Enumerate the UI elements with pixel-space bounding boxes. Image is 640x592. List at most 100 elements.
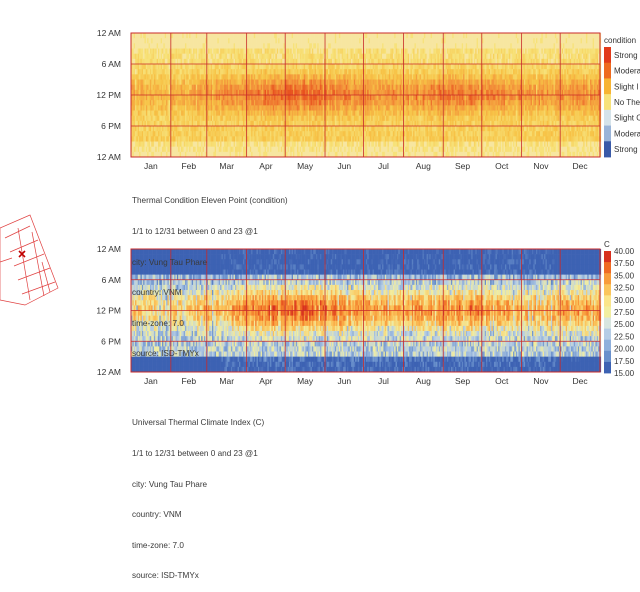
- heatmap-cell: [217, 95, 220, 101]
- heatmap-cell: [383, 110, 386, 116]
- heatmap-cell: [143, 115, 145, 122]
- heatmap-cell: [252, 141, 255, 147]
- heatmap-cell: [332, 53, 334, 60]
- heatmap-cell: [136, 146, 139, 153]
- heatmap-cell: [298, 74, 301, 80]
- heatmap-cell: [209, 58, 211, 65]
- heatmap-cell: [186, 136, 188, 142]
- heatmap-cell: [145, 84, 148, 91]
- heatmap-cell: [372, 126, 375, 132]
- heatmap-cell: [229, 126, 232, 132]
- heatmap-cell: [315, 146, 318, 153]
- heatmap-cell: [341, 95, 344, 101]
- heatmap-cell: [380, 105, 383, 111]
- heatmap-cell: [178, 126, 180, 132]
- heatmap-cell: [332, 95, 334, 101]
- heatmap-cell: [233, 110, 236, 116]
- heatmap-cell: [237, 38, 240, 44]
- heatmap-cell: [357, 95, 360, 101]
- heatmap-cell: [386, 95, 388, 101]
- heatmap-cell: [164, 146, 167, 153]
- heatmap-cell: [252, 69, 255, 75]
- heatmap-cell: [189, 136, 191, 142]
- heatmap-cell: [391, 69, 394, 75]
- heatmap-cell: [236, 53, 238, 60]
- heatmap-cell: [191, 146, 194, 153]
- heatmap-cell: [398, 33, 400, 39]
- heatmap-cell: [185, 100, 187, 106]
- heatmap-cell: [158, 38, 160, 44]
- heatmap-cell: [187, 43, 190, 49]
- heatmap-cell: [240, 33, 242, 39]
- heatmap-cell: [365, 48, 368, 54]
- heatmap-cell: [171, 95, 174, 101]
- heatmap-cell: [166, 64, 168, 70]
- heatmap-cell: [363, 146, 365, 153]
- heatmap-cell: [143, 79, 145, 85]
- heatmap-cell: [257, 58, 260, 65]
- heatmap-cell: [244, 131, 247, 137]
- heatmap-cell: [283, 110, 286, 116]
- heatmap-cell: [372, 74, 375, 80]
- heatmap-cell: [353, 146, 356, 153]
- heatmap-cell: [209, 53, 211, 60]
- heatmap-cell: [288, 69, 291, 75]
- heatmap-cell: [199, 89, 202, 96]
- heatmap-cell: [236, 38, 238, 44]
- heatmap-cell: [286, 105, 288, 111]
- heatmap-cell: [360, 105, 363, 111]
- heatmap-cell: [288, 95, 291, 101]
- heatmap-cell: [367, 115, 369, 122]
- heatmap-cell: [294, 120, 296, 127]
- heatmap-cell: [183, 136, 186, 142]
- heatmap-cell: [162, 89, 164, 96]
- heatmap-cell: [320, 126, 322, 132]
- heatmap-cell: [263, 105, 265, 111]
- heatmap-cell: [233, 95, 236, 101]
- heatmap-cell: [360, 141, 363, 147]
- heatmap-cell: [275, 74, 278, 80]
- heatmap-cell: [356, 115, 359, 122]
- heatmap-cell: [356, 105, 359, 111]
- heatmap-cell: [189, 115, 191, 122]
- heatmap-cell: [149, 58, 152, 65]
- heatmap-cell: [137, 100, 140, 106]
- heatmap-cell: [344, 126, 346, 132]
- heatmap-cell: [303, 48, 306, 54]
- heatmap-cell: [347, 105, 349, 111]
- heatmap-cell: [268, 95, 271, 101]
- heatmap-cell: [236, 120, 238, 127]
- heatmap-cell: [313, 89, 315, 96]
- heatmap-cell: [320, 84, 322, 91]
- heatmap-cell: [378, 95, 380, 101]
- heatmap-cell: [340, 38, 342, 44]
- heatmap-cell: [266, 120, 268, 127]
- heatmap-cell: [357, 79, 360, 85]
- heatmap-cell: [214, 33, 217, 39]
- heatmap-cell: [216, 33, 218, 39]
- heatmap-cell: [280, 115, 283, 122]
- heatmap-cell: [376, 48, 379, 54]
- heatmap-cell: [341, 110, 344, 116]
- heatmap-cell: [236, 58, 238, 65]
- heatmap-cell: [248, 69, 251, 75]
- heatmap-cell: [178, 110, 180, 116]
- heatmap-cell: [379, 115, 382, 122]
- heatmap-cell: [390, 141, 392, 147]
- heatmap-cell: [174, 38, 176, 44]
- heatmap-cell: [213, 151, 215, 158]
- heatmap-cell: [152, 146, 155, 153]
- heatmap-cell: [392, 89, 395, 96]
- heatmap-cell: [247, 146, 249, 153]
- heatmap-cell: [226, 126, 229, 132]
- heatmap-cell: [137, 141, 140, 147]
- heatmap-cell: [317, 131, 319, 137]
- heatmap-cell: [369, 120, 372, 127]
- heatmap-cell: [293, 43, 295, 49]
- heatmap-cell: [306, 146, 309, 153]
- heatmap-cell: [279, 69, 282, 75]
- heatmap-cell: [301, 74, 303, 80]
- heatmap-cell: [139, 33, 141, 39]
- heatmap-cell: [263, 136, 265, 142]
- heatmap-cell: [186, 38, 188, 44]
